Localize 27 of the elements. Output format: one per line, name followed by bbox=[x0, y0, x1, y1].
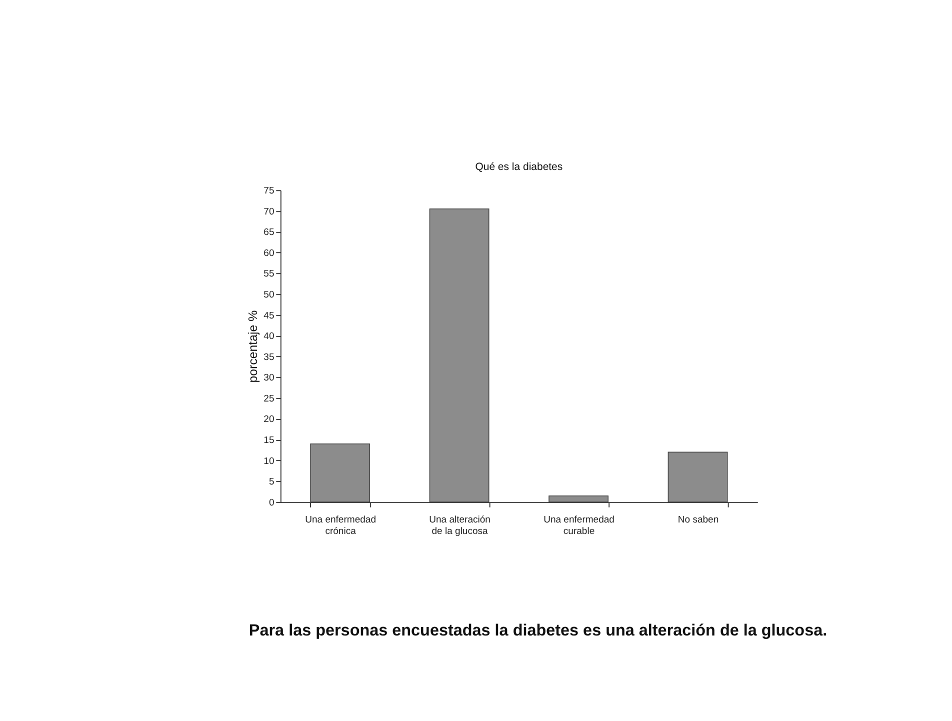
y-tick-label: 15 bbox=[264, 435, 274, 446]
x-tick-label: Una enfermedad curable bbox=[544, 514, 614, 538]
y-tick-label: 45 bbox=[264, 310, 274, 322]
y-tick-label: 55 bbox=[264, 268, 274, 280]
x-tick-label: Una enfermedad crónica bbox=[305, 514, 376, 538]
bar bbox=[429, 208, 490, 502]
text: Para las personas encuestadas la diabetes es una alteración de la glucosa. bbox=[248, 622, 828, 640]
y-tick-label: 10 bbox=[264, 456, 274, 467]
y-tick-label: 40 bbox=[264, 331, 274, 342]
y-tick-label: 60 bbox=[264, 248, 274, 259]
x-tick-label: Una alteración de la glucosa bbox=[429, 514, 490, 538]
y-tick-label: 75 bbox=[264, 185, 274, 196]
bar bbox=[310, 443, 370, 502]
y-tick-label: 70 bbox=[264, 206, 274, 218]
y-tick-label: 50 bbox=[264, 289, 274, 300]
y-tick-label: 65 bbox=[264, 227, 274, 238]
chart-title: Qué es la diabetes bbox=[475, 162, 563, 174]
y-tick-label: 30 bbox=[264, 372, 274, 384]
y-axis-title: porcentaje % bbox=[246, 310, 260, 383]
y-tick-label: 35 bbox=[264, 352, 274, 363]
bar bbox=[668, 452, 728, 502]
y-tick-label: 5 bbox=[268, 476, 274, 488]
x-tick-label: No saben bbox=[678, 514, 719, 526]
y-tick-label: 25 bbox=[264, 393, 274, 404]
y-tick-label: 20 bbox=[264, 414, 274, 426]
y-tick-label: 0 bbox=[268, 497, 274, 508]
bar bbox=[548, 495, 608, 502]
